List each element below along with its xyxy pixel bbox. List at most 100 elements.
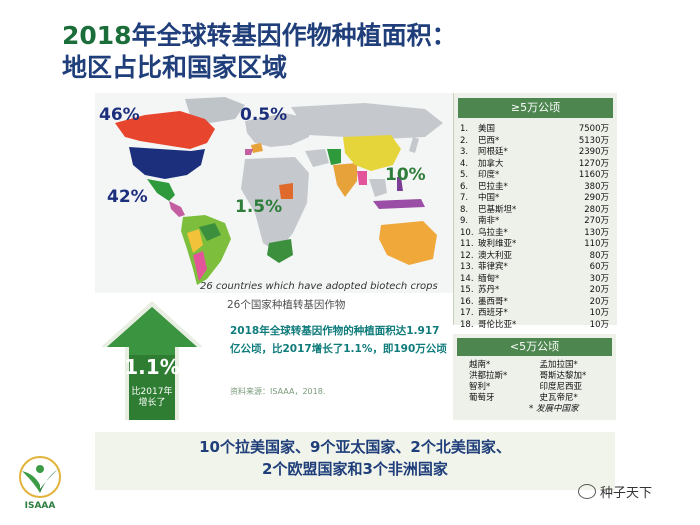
country-row: 7. 中国* 290万 <box>454 193 617 205</box>
country-row: 6. 巴拉圭* 380万 <box>454 182 617 194</box>
country-row: 15. 苏丹* 20万 <box>454 285 617 297</box>
country-rank: 16. <box>460 296 474 307</box>
isaaa-logo: ISAAA <box>14 455 66 515</box>
small-country-item: 越南* <box>469 360 491 370</box>
country-row: 2. 巴西* 5130万 <box>454 136 617 148</box>
country-rank: 11. <box>460 239 474 249</box>
country-name: 印度* <box>478 170 500 180</box>
pct-europe: 0.5% <box>240 105 288 125</box>
country-name: 苏丹* <box>478 285 500 295</box>
country-name: 美国 <box>478 124 496 134</box>
country-row: 12. 澳大利亚 80万 <box>454 251 617 263</box>
country-row: 16. 墨西哥* 20万 <box>454 297 617 309</box>
large-countries-list: 1. 美国 7500万 2. 巴西* 5130万 3. 阿根廷* 2390万 4. 加拿大 1270万… <box>454 124 617 331</box>
country-name: 哥伦比亚* <box>478 319 517 330</box>
country-area: 290万 <box>584 193 609 203</box>
country-rank: 15. <box>460 285 474 295</box>
country-rank: 2. <box>460 135 469 146</box>
country-area: 10万 <box>589 308 609 318</box>
title-line-2: 地区占比和国家区域 <box>62 53 288 82</box>
country-rank: 10. <box>460 227 474 238</box>
country-rank: 17. <box>460 308 474 318</box>
summary-heading: 26个国家种植转基因作物 <box>227 299 346 311</box>
country-name: 巴拉圭* <box>478 181 508 192</box>
growth-caption-line-2: 增长了 <box>138 398 166 408</box>
country-row: 18. 哥伦比亚* 10万 <box>454 320 617 332</box>
small-country-item: 洪都拉斯* <box>469 371 508 381</box>
country-rank: 3. <box>460 147 469 157</box>
title-line-1-rest: 年全球转基因作物种植面积： <box>131 21 457 50</box>
country-name: 西班牙* <box>478 308 508 318</box>
watermark-text: 种子天下 <box>600 486 653 501</box>
country-area: 20万 <box>589 285 609 295</box>
small-country-item: 孟加拉国* <box>539 360 578 370</box>
country-name: 加拿大 <box>478 158 504 169</box>
growth-arrow-graphic <box>101 301 203 420</box>
country-rank: 18. <box>460 319 474 330</box>
country-area: 20万 <box>589 296 609 307</box>
country-area: 270万 <box>584 216 609 226</box>
summary-paragraph: 2018年全球转基因作物的种植面积达1.917亿公顷，比2017增长了1.1%，… <box>230 325 447 355</box>
summary-text: 26个国家种植转基因作物 2018年全球转基因作物的种植面积达1.917亿公顷，… <box>217 297 449 397</box>
country-row: 11. 玻利维亚* 110万 <box>454 239 617 251</box>
country-rank: 12. <box>460 250 474 261</box>
world-map: 46% 42% 0.5% 1.5% 10% <box>95 93 453 293</box>
pct-asia: 10% <box>385 165 426 185</box>
country-rank: 7. <box>460 193 469 203</box>
large-countries-panel: ≥5万公顷 1. 美国 7500万 2. 巴西* 5130万 3. 阿根廷* 2390万 4. 加拿… <box>453 93 617 330</box>
small-country-item: 史瓦帝尼* <box>539 393 578 403</box>
country-rank: 1. <box>460 124 469 134</box>
country-rank: 9. <box>460 216 469 226</box>
regions-summary: 10个拉美国家、9个亚太国家、2个北美国家、 2个欧盟国家和3个非洲国家 <box>95 432 615 490</box>
large-countries-header: ≥5万公顷 <box>458 98 613 118</box>
country-area: 30万 <box>589 273 609 284</box>
country-area: 110万 <box>584 239 609 249</box>
country-name: 墨西哥* <box>478 296 508 307</box>
wechat-icon <box>578 484 596 499</box>
country-area: 80万 <box>589 250 609 261</box>
map-footnote: 26 countries which have adopted biotech … <box>200 281 438 292</box>
country-name: 阿根廷* <box>478 147 508 157</box>
country-name: 玻利维亚* <box>478 239 517 249</box>
country-area: 10万 <box>589 319 609 330</box>
country-rank: 8. <box>460 204 469 215</box>
title-year: 2018 <box>62 21 132 50</box>
country-row: 5. 印度* 1160万 <box>454 170 617 182</box>
country-row: 1. 美国 7500万 <box>454 124 617 136</box>
logo-text: ISAAA <box>24 501 56 511</box>
country-row: 10. 乌拉圭* 130万 <box>454 228 617 240</box>
source-note: 资料来源：ISAAA，2018. <box>230 387 326 396</box>
country-rank: 4. <box>460 158 469 169</box>
country-area: 280万 <box>584 204 609 215</box>
country-area: 2390万 <box>578 147 609 157</box>
pct-south-america: 42% <box>107 187 148 207</box>
pct-north-america: 46% <box>99 105 140 125</box>
country-name: 巴基斯坦* <box>478 204 517 215</box>
small-country-item: 智利* <box>469 382 491 392</box>
small-countries-header: <5万公顷 <box>457 338 612 356</box>
regions-summary-line-1: 10个拉美国家、9个亚太国家、2个北美国家、 <box>199 438 511 456</box>
watermark: 种子天下 <box>578 482 652 501</box>
country-area: 1160万 <box>578 170 609 180</box>
country-name: 中国* <box>478 193 500 203</box>
regions-summary-line-2: 2个欧盟国家和3个非洲国家 <box>262 460 448 478</box>
country-row: 14. 缅甸* 30万 <box>454 274 617 286</box>
country-area: 5130万 <box>578 135 609 146</box>
country-rank: 6. <box>460 181 469 192</box>
top-strip <box>0 0 700 6</box>
leaf-logo-icon <box>19 456 61 498</box>
growth-arrow: 1.1% 比2017年 增长了 <box>97 297 207 422</box>
country-name: 南非* <box>478 216 500 226</box>
small-country-item: 葡萄牙 <box>469 393 495 403</box>
country-row: 13. 菲律宾* 60万 <box>454 262 617 274</box>
country-rank: 13. <box>460 262 474 272</box>
small-countries-list: 越南* 孟加拉国* 洪都拉斯* 哥斯达黎加* 智利* 印度尼西亚 葡萄牙 史瓦帝尼* <box>453 360 616 404</box>
country-name: 澳大利亚 <box>478 250 513 261</box>
world-map-graphic <box>95 93 453 293</box>
country-row: 3. 阿根廷* 2390万 <box>454 147 617 159</box>
growth-caption-line-1: 比2017年 <box>131 387 173 397</box>
country-area: 7500万 <box>578 124 609 134</box>
small-country-item: 印度尼西亚 <box>539 382 583 392</box>
country-area: 130万 <box>584 227 609 238</box>
country-area: 60万 <box>589 262 609 272</box>
